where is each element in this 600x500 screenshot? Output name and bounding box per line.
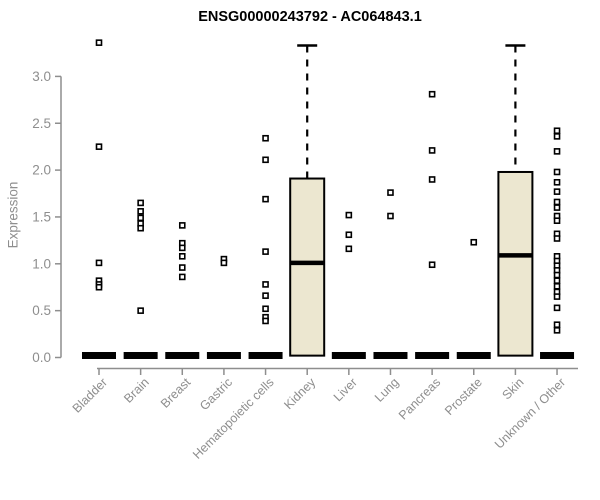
data-point-brain [137,208,144,215]
data-point-liver [345,211,353,219]
data-point-breast [178,253,186,260]
collapsed-box-bladder [82,352,116,359]
data-point-hematopoietic-cells [262,156,269,164]
x-tick-label-liver: Liver [331,375,360,404]
x-tick-label-hematopoietic-cells: Hematopoietic cells [190,375,277,462]
data-point-pancreas [428,147,436,154]
data-point-unknown-other [553,293,561,300]
data-point-breast [178,273,186,281]
y-tick-label: 2.5 [32,116,51,131]
data-point-unknown-other [553,271,561,279]
data-point-hematopoietic-cells [262,195,269,203]
data-point-liver [345,245,353,253]
data-point-unknown-other [553,321,561,329]
data-point-bladder [95,283,103,291]
box-kidney [289,177,326,357]
collapsed-box-hematopoietic-cells [248,352,283,359]
y-tick-label: 1.0 [32,256,51,271]
x-tick-label-pancreas: Pancreas [396,375,443,422]
data-point-unknown-other [553,148,561,155]
data-point-unknown-other [553,127,561,135]
data-point-prostate [470,238,478,246]
data-point-bladder [95,143,103,150]
x-tick-label-skin: Skin [499,375,526,402]
data-point-unknown-other [553,327,561,334]
data-point-hematopoietic-cells [262,292,269,299]
data-point-brain [137,307,144,314]
collapsed-box-brain [123,352,158,359]
data-point-breast [178,244,186,252]
data-point-unknown-other [553,178,561,186]
collapsed-box-prostate [456,352,491,359]
collapsed-box-gastric [206,352,241,359]
data-point-unknown-other [553,282,561,290]
data-point-breast [178,264,186,271]
data-point-unknown-other [553,168,561,176]
data-point-bladder [95,259,103,267]
collapsed-box-pancreas [415,352,450,359]
data-point-pancreas [428,90,436,98]
data-point-unknown-other [553,304,561,312]
data-point-breast [178,222,186,229]
data-point-hematopoietic-cells [262,248,269,255]
data-point-unknown-other [553,235,561,242]
data-point-unknown-other [553,277,561,284]
box-skin [497,170,534,357]
data-point-hematopoietic-cells [262,305,269,313]
data-point-lung [387,212,394,220]
data-point-unknown-other [553,198,561,206]
data-point-unknown-other [553,204,561,211]
y-tick-label: 0.0 [32,350,51,365]
collapsed-box-liver [331,352,366,359]
data-point-unknown-other [553,188,561,195]
data-point-bladder [95,39,103,46]
x-tick-label-unknown-other: Unknown / Other [492,375,568,451]
y-tick-label: 2.0 [32,163,51,178]
x-tick-label-lung: Lung [372,375,402,405]
data-point-brain [137,199,144,207]
collapsed-box-unknown-other [540,352,575,359]
x-tick-label-brain: Brain [121,375,152,406]
chart-title: ENSG00000243792 - AC064843.1 [198,9,422,25]
data-point-hematopoietic-cells [262,134,269,142]
collapsed-box-breast [165,352,200,359]
data-point-lung [387,189,394,196]
x-tick-label-kidney: Kidney [281,375,318,412]
x-tick-label-gastric: Gastric [197,375,235,413]
data-point-pancreas [428,261,436,269]
y-tick-label: 1.5 [32,209,51,224]
data-point-unknown-other [553,133,561,140]
data-point-pancreas [428,176,436,183]
data-point-hematopoietic-cells [262,281,269,288]
data-point-hematopoietic-cells [262,317,269,325]
y-tick-label: 0.5 [32,303,51,318]
data-point-unknown-other [553,217,561,224]
collapsed-box-lung [373,352,408,359]
x-tick-label-bladder: Bladder [70,375,110,415]
data-point-brain [137,214,144,222]
data-point-liver [345,231,353,239]
x-tick-label-prostate: Prostate [442,375,485,418]
data-point-brain [137,224,144,232]
y-tick-label: 3.0 [32,69,51,84]
x-tick-label-breast: Breast [158,375,194,411]
data-point-gastric [220,259,228,267]
